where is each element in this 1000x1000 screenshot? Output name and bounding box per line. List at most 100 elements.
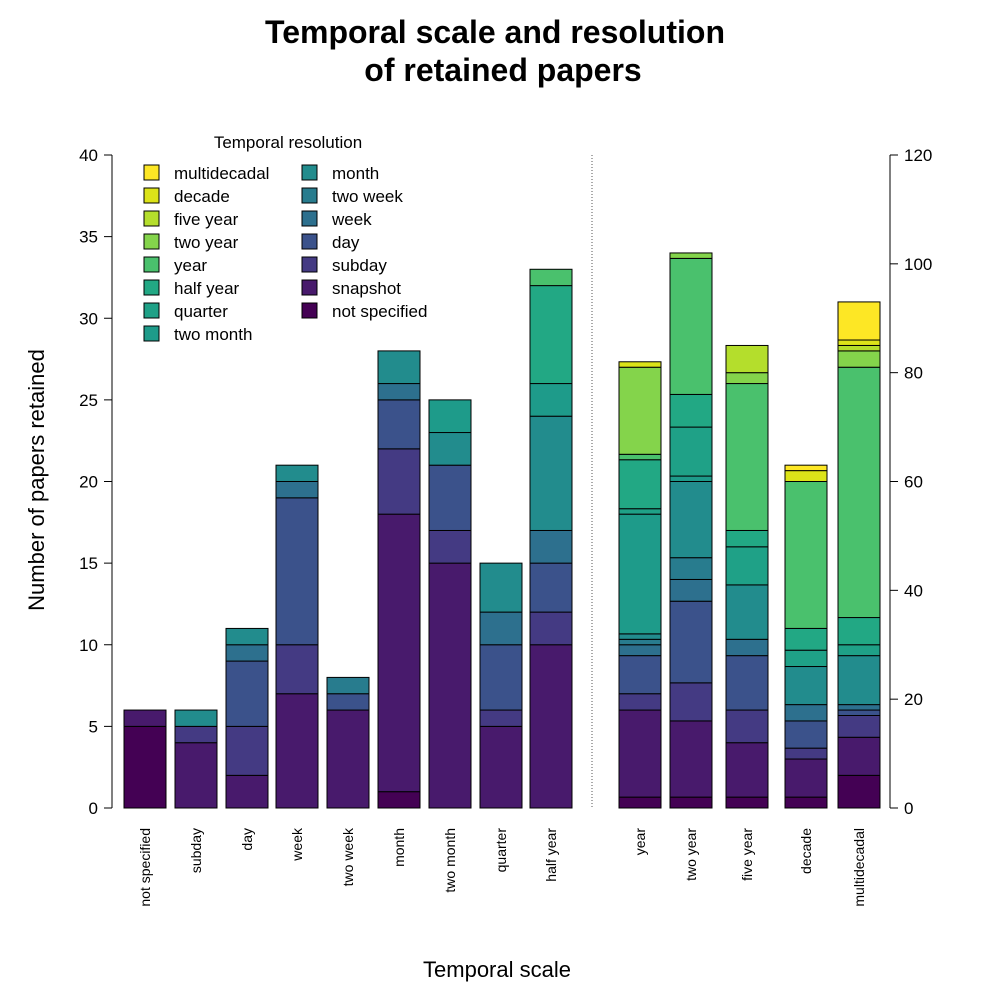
bar-segment-two-week xyxy=(618,638,662,646)
bar-segment-week xyxy=(837,704,881,711)
legend-swatch xyxy=(301,233,318,250)
bar-segment-month xyxy=(275,464,319,482)
legend-item-label: month xyxy=(332,164,379,183)
legend-item-label: day xyxy=(332,233,360,252)
bar-segment-subday xyxy=(784,747,828,760)
y-tick-label-right: 20 xyxy=(904,690,923,709)
x-tick-label: quarter xyxy=(493,828,509,873)
legend-swatch xyxy=(143,256,160,273)
bar-segment-snapshot xyxy=(837,736,881,776)
legend-swatch xyxy=(301,256,318,273)
bar-segment-week xyxy=(275,481,319,499)
legend-item-label: year xyxy=(174,256,207,275)
bar-segment-quarter xyxy=(669,426,713,477)
bar-segment-multidecadal xyxy=(784,464,828,472)
bar-segment-week xyxy=(618,644,662,657)
bar-segment-five-year xyxy=(837,344,881,352)
bar-segment-subday xyxy=(669,682,713,722)
legend-item-label: not specified xyxy=(332,302,427,321)
legend-item-label: decade xyxy=(174,187,230,206)
bar-segment-day xyxy=(784,720,828,749)
y-tick-label-left: 15 xyxy=(79,554,98,573)
bar-segment-decade xyxy=(784,470,828,483)
bar-segment-not-specified xyxy=(669,796,713,809)
chart-title-line-1: Temporal scale and resolution xyxy=(265,14,725,50)
chart-title-line-2: of retained papers xyxy=(364,52,641,88)
legend-item-label: two month xyxy=(174,325,252,344)
bar-segment-decade xyxy=(618,361,662,368)
bar-segment-snapshot xyxy=(529,644,573,809)
x-tick-label: half year xyxy=(543,828,559,882)
bar-month xyxy=(377,350,421,809)
bar-subday xyxy=(174,709,218,809)
x-tick-label: two month xyxy=(442,828,458,893)
bar-segment-subday xyxy=(479,709,523,727)
bar-segment-week xyxy=(784,704,828,722)
bar-segment-subday xyxy=(725,709,769,744)
bar-segment-quarter xyxy=(784,649,828,668)
bar-segment-week xyxy=(377,383,421,401)
legend-swatch xyxy=(301,164,318,181)
bar-segment-month xyxy=(618,633,662,640)
bar-half-year xyxy=(529,268,573,809)
legend-item-label: snapshot xyxy=(332,279,401,298)
bar-multidecadal xyxy=(837,301,881,809)
bar-segment-subday xyxy=(225,725,269,776)
legend-swatch xyxy=(301,302,318,319)
bar-segment-month xyxy=(725,584,769,640)
bar-segment-two-month xyxy=(618,513,662,635)
bar-segment-half-year xyxy=(529,285,573,385)
legend-swatch xyxy=(143,210,160,227)
legend-item-label: subday xyxy=(332,256,387,275)
bar-segment-two-week xyxy=(669,557,713,580)
bar-segment-subday xyxy=(428,529,472,564)
bar-segment-two-week xyxy=(326,676,370,695)
x-tick-label: week xyxy=(289,827,305,862)
y-tick-label-left: 5 xyxy=(89,717,98,736)
bar-segment-year xyxy=(725,383,769,531)
legend-item-label: five year xyxy=(174,210,239,229)
legend-swatch xyxy=(143,325,160,342)
bar-segment-day xyxy=(837,709,881,716)
bar-segment-week xyxy=(669,578,713,602)
bar-quarter xyxy=(479,562,523,809)
bar-segment-day xyxy=(669,600,713,684)
bar-segment-month xyxy=(669,481,713,559)
bar-segment-snapshot xyxy=(275,693,319,809)
bar-segment-snapshot xyxy=(123,709,167,727)
bar-segment-half-year xyxy=(837,617,881,646)
bar-not-specified xyxy=(123,709,167,809)
bar-segment-snapshot xyxy=(428,562,472,809)
bar-segment-quarter xyxy=(725,546,769,586)
legend-swatch xyxy=(143,302,160,319)
bar-segment-quarter xyxy=(837,644,881,657)
x-tick-label: two week xyxy=(340,827,356,886)
legend-item-label: two week xyxy=(332,187,403,206)
bar-two-week xyxy=(326,676,370,809)
bar-segment-month xyxy=(174,709,218,727)
bar-day xyxy=(225,627,269,809)
bar-segment-month xyxy=(784,666,828,706)
bar-segment-year xyxy=(837,366,881,619)
legend-swatch xyxy=(301,210,318,227)
x-tick-label: subday xyxy=(188,828,204,873)
y-tick-label-right: 100 xyxy=(904,255,932,274)
bar-segment-multidecadal xyxy=(837,301,881,341)
bar-segment-half-year xyxy=(669,393,713,428)
y-tick-label-left: 0 xyxy=(89,799,98,818)
bar-segment-subday xyxy=(377,448,421,515)
bar-segment-day xyxy=(618,655,662,695)
bar-segment-subday xyxy=(618,693,662,711)
axes-layer: not specified subday day week two week month t… xyxy=(79,146,932,907)
bar-segment-not-specified xyxy=(784,796,828,809)
bar-two-year xyxy=(669,252,713,809)
legend-item-label: quarter xyxy=(174,302,228,321)
bar-segment-week xyxy=(725,638,769,657)
legend-item-label: week xyxy=(331,210,372,229)
legend-swatch xyxy=(143,187,160,204)
bar-segment-snapshot xyxy=(725,742,769,798)
bar-segment-snapshot xyxy=(225,774,269,809)
bar-segment-not-specified xyxy=(123,725,167,809)
legend-swatch xyxy=(143,164,160,181)
legend-item-label: multidecadal xyxy=(174,164,269,183)
